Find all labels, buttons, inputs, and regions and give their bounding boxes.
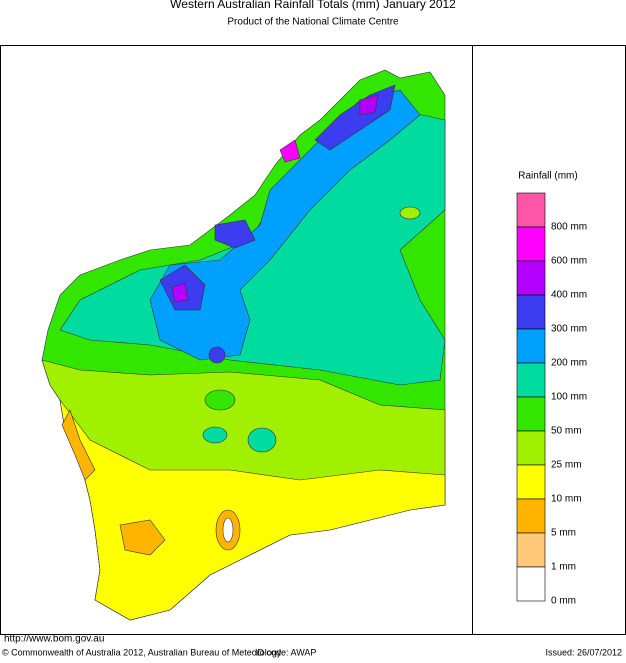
url: http://www.bom.gov.au <box>4 634 104 645</box>
legend-label: 300 mm <box>551 324 587 335</box>
subtitle: Product of the National Climate Centre <box>227 17 399 28</box>
issued: Issued: 26/07/2012 <box>545 647 622 657</box>
legend-swatch <box>516 532 546 568</box>
legend-label: 400 mm <box>551 290 587 301</box>
legend-label: 50 mm <box>551 426 582 437</box>
legend-label: 0 mm <box>551 596 576 607</box>
legend-swatch <box>516 294 546 330</box>
legend-label: 600 mm <box>551 256 587 267</box>
legend-swatch <box>516 328 546 364</box>
id-code: ID code: AWAP <box>255 647 316 657</box>
legend-swatch <box>516 226 546 262</box>
legend: 800 mm 600 mm 400 mm 300 mm 200 mm 100 mm 50 m… <box>516 192 587 607</box>
legend-label: 1 mm <box>551 562 576 573</box>
title: Western Australian Rainfall Totals (mm) … <box>170 0 456 11</box>
copyright: © Commonwealth of Australia 2012, Austra… <box>2 647 282 657</box>
legend-label: 5 mm <box>551 528 576 539</box>
legend-swatch <box>516 430 546 466</box>
legend-label: 100 mm <box>551 392 587 403</box>
legend-swatch <box>516 260 546 296</box>
legend-label: 800 mm <box>551 222 587 233</box>
legend-swatch <box>516 362 546 398</box>
legend-label: 10 mm <box>551 494 582 505</box>
legend-swatch <box>516 498 546 534</box>
legend-swatch <box>516 566 546 602</box>
legend-swatch <box>516 396 546 432</box>
legend-swatch <box>516 464 546 500</box>
legend-label: 25 mm <box>551 460 582 471</box>
legend-title: Rainfall (mm) <box>518 171 577 182</box>
legend-swatch <box>516 192 546 228</box>
legend-label: 200 mm <box>551 358 587 369</box>
rainfall-map <box>41 69 446 621</box>
